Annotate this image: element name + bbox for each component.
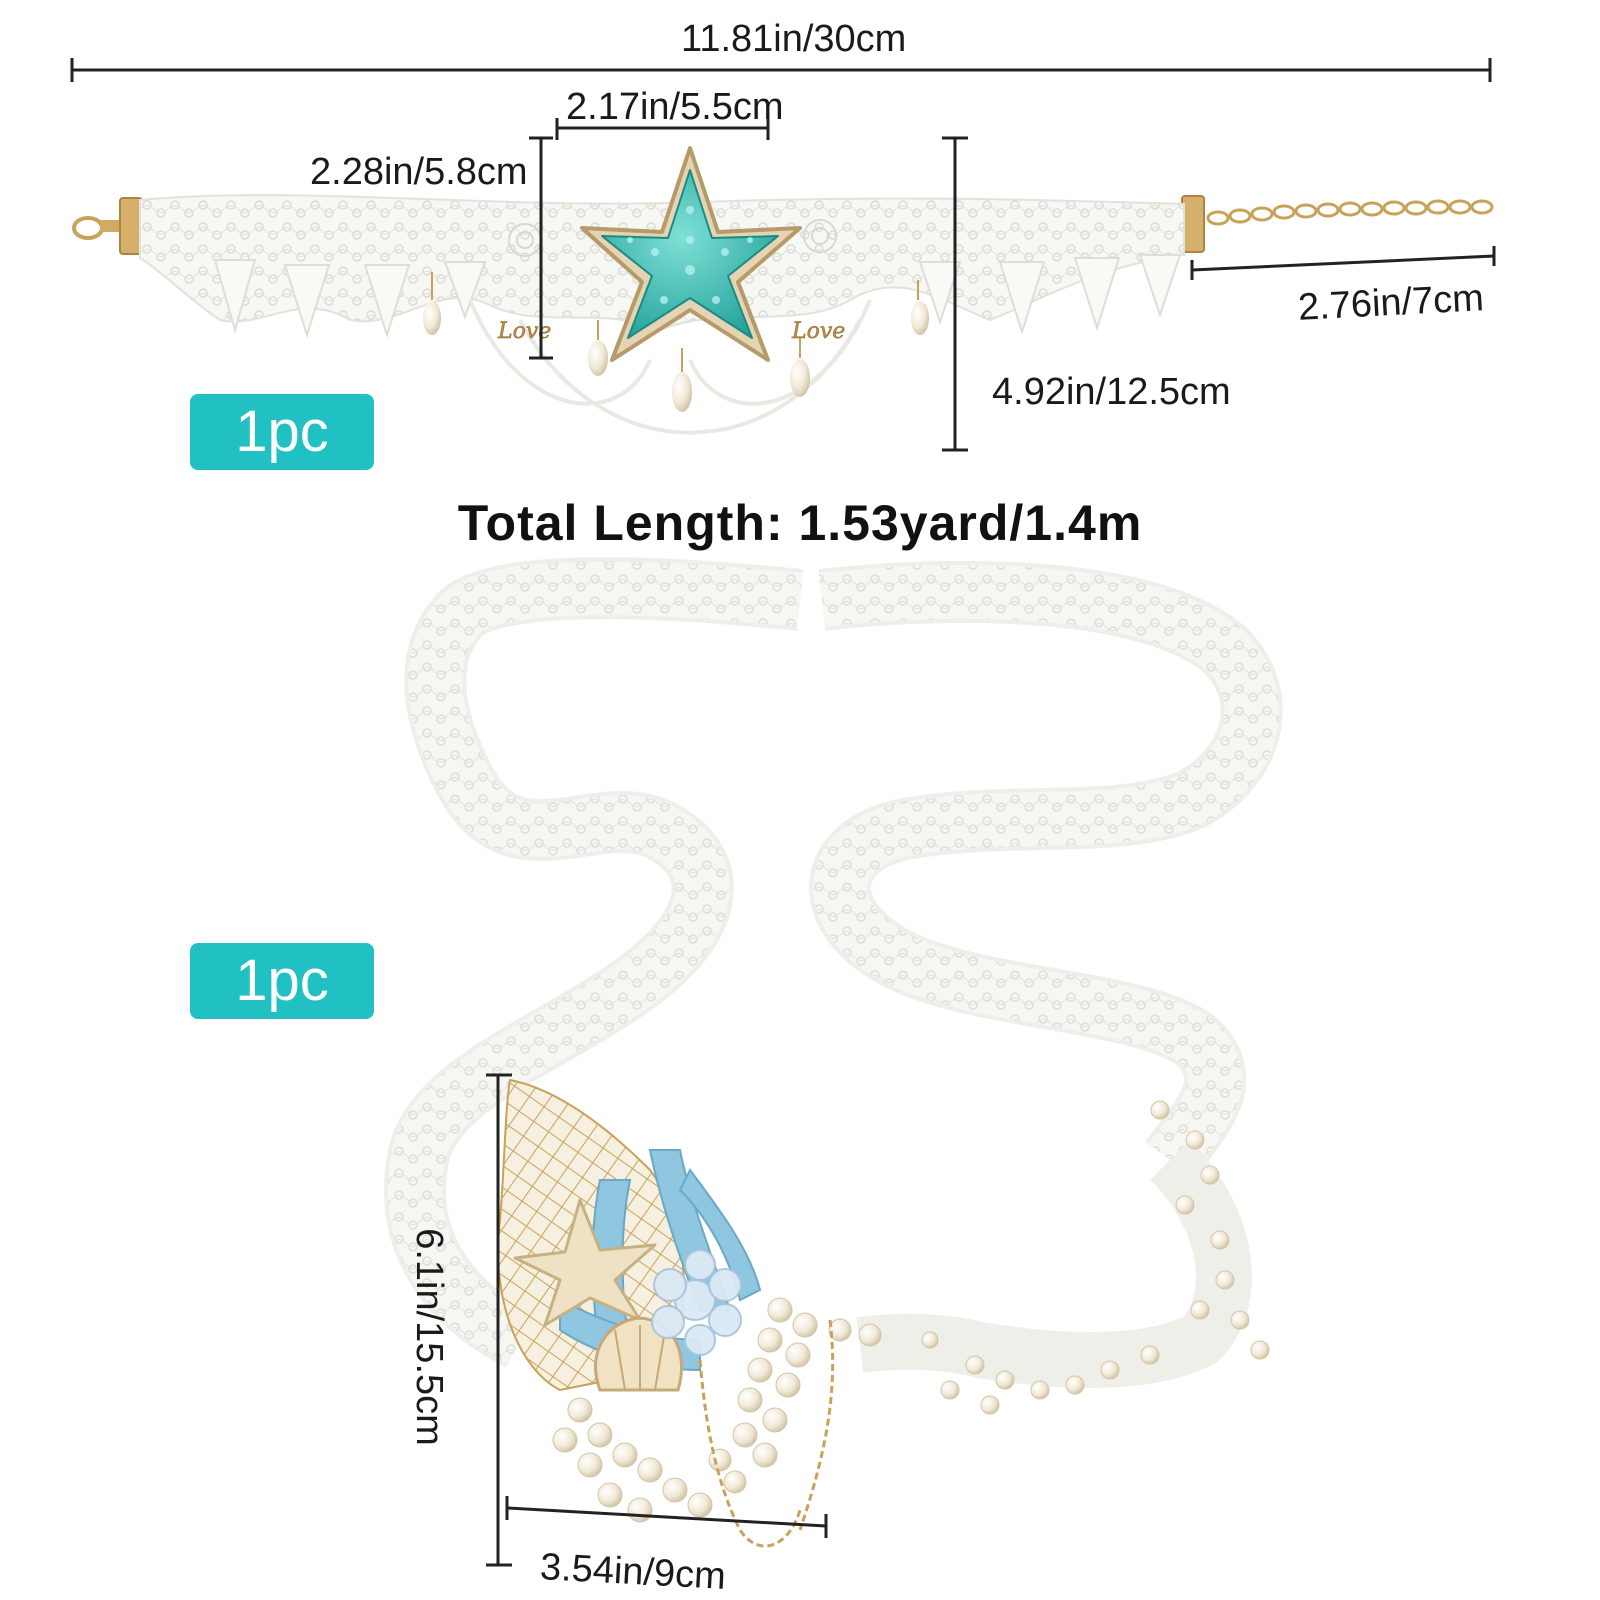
starfish-pendant [580,146,802,362]
end-cap-left [119,197,143,255]
extender-chain [1206,199,1494,226]
lobster-clasp [72,216,122,240]
pearl-cluster [552,1297,882,1523]
pearl-chains [468,299,872,435]
svg-text:Love: Love [497,319,551,344]
choker-necklace: Love Love [72,146,1494,435]
overall-width-label: 11.81in/30cm [681,18,907,60]
extender-length-label: 2.76in/7cm [1297,277,1485,329]
lace-ribbon-headband [383,557,1283,1548]
quantity-badge-2: 1pc [190,943,374,1019]
love-charm-right: Love [791,319,846,345]
starfish-height-label: 2.28in/5.8cm [310,151,528,193]
ornament-height-label: 6.1in/15.5cm [407,1228,450,1446]
total-length-label: Total Length: 1.53yard/1.4m [457,495,1143,551]
dimension-lines-top [70,58,1496,452]
beige-starfish [513,1198,657,1327]
pearl-drops [423,272,929,412]
love-charm-left: Love [497,319,552,345]
ornament-width-label: 3.54in/9cm [539,1546,727,1598]
quantity-badge-1: 1pc [190,394,374,470]
gold-chains [698,1319,835,1548]
crystal-flower [651,1249,742,1356]
pearl-strand [921,1100,1270,1415]
sea-ornament-cluster [497,1078,882,1548]
end-cap-right [1181,195,1205,253]
starfish-width-label: 2.17in/5.5cm [566,86,784,128]
svg-text:Love: Love [791,319,845,344]
dimension-lines-bottom [486,1073,828,1567]
overall-height-label: 4.92in/12.5cm [992,371,1231,413]
